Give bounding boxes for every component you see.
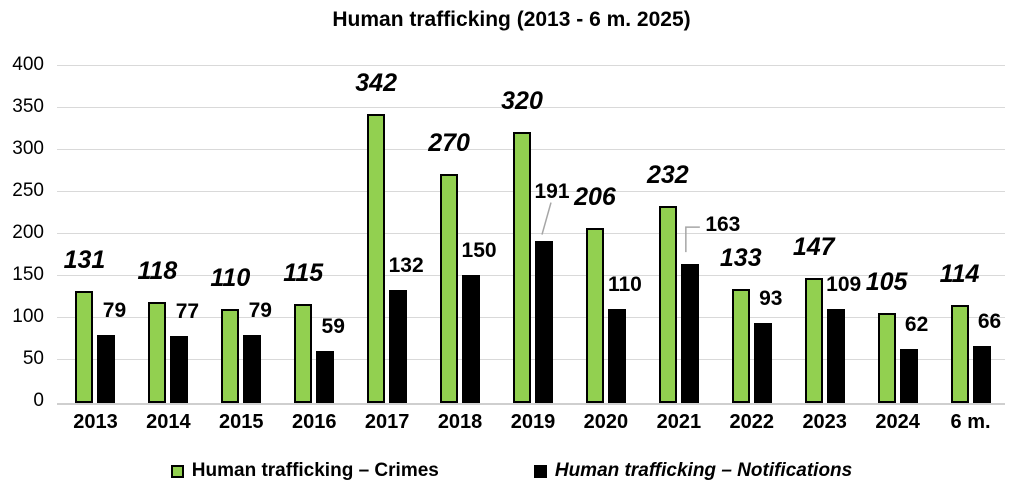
bar-crimes-2023 bbox=[804, 277, 823, 403]
data-label-notifications-2022: 93 bbox=[759, 286, 783, 310]
bar-crimes-2018 bbox=[440, 174, 459, 403]
y-axis-label-150: 150 bbox=[12, 264, 44, 285]
gridline-350 bbox=[57, 107, 1005, 108]
data-label-crimes-2014: 118 bbox=[137, 256, 178, 285]
data-label-notifications-2017: 132 bbox=[388, 254, 424, 278]
x-axis-label-2018: 2018 bbox=[437, 411, 483, 433]
data-label-crimes-2018: 270 bbox=[428, 129, 470, 158]
x-axis-label-2022: 2022 bbox=[729, 411, 775, 433]
y-axis-label-0: 0 bbox=[33, 390, 44, 411]
y-axis-label-200: 200 bbox=[12, 222, 44, 243]
data-label-crimes-2017: 342 bbox=[355, 68, 397, 97]
data-label-crimes-2022: 133 bbox=[719, 244, 762, 273]
notifications-legend-swatch-icon bbox=[533, 464, 547, 478]
bar-notifications-2020 bbox=[607, 308, 626, 403]
bar-notifications-2013 bbox=[97, 334, 116, 403]
bar-notifications-2014 bbox=[170, 336, 189, 403]
bar-crimes-2014 bbox=[148, 301, 167, 403]
bar-notifications-2021 bbox=[680, 264, 699, 403]
gridline-100 bbox=[57, 317, 1005, 318]
legend-label-notifications: Human trafficking – Notifications bbox=[554, 460, 853, 481]
data-label-notifications-2016: 59 bbox=[321, 315, 345, 339]
x-axis-label-2020: 2020 bbox=[583, 411, 629, 433]
bar-crimes-2024 bbox=[877, 312, 896, 403]
data-label-notifications-2018: 150 bbox=[461, 239, 497, 262]
data-label-notifications-2019: 191 bbox=[534, 179, 570, 203]
bar-crimes-2015 bbox=[221, 308, 240, 403]
data-label-crimes-2024: 105 bbox=[865, 267, 908, 296]
bar-notifications-6 m. bbox=[972, 345, 991, 403]
data-label-notifications-2013: 79 bbox=[102, 298, 127, 322]
x-axis-label-2023: 2023 bbox=[802, 411, 847, 433]
x-axis-label-2024: 2024 bbox=[875, 411, 920, 433]
x-axis-label-2014: 2014 bbox=[146, 411, 191, 433]
x-axis-label-2021: 2021 bbox=[656, 411, 702, 433]
crimes-legend-swatch-icon bbox=[170, 464, 184, 478]
bar-crimes-6 m. bbox=[950, 305, 969, 403]
x-axis-label-2013: 2013 bbox=[73, 411, 118, 433]
bar-notifications-2017 bbox=[389, 290, 408, 403]
data-label-notifications-6 m.: 66 bbox=[977, 309, 1002, 333]
bar-crimes-2021 bbox=[658, 206, 677, 403]
bar-notifications-2022 bbox=[753, 322, 772, 403]
data-label-notifications-2024: 62 bbox=[904, 312, 929, 336]
data-label-crimes-2016: 115 bbox=[283, 259, 324, 288]
data-label-crimes-2015: 110 bbox=[210, 263, 251, 292]
legend: Human trafficking – Crimes Human traffic… bbox=[0, 460, 1023, 482]
y-axis-label-250: 250 bbox=[12, 180, 44, 201]
bar-crimes-2022 bbox=[731, 289, 750, 403]
x-axis-label-2019: 2019 bbox=[510, 411, 556, 433]
x-axis-label-2015: 2015 bbox=[219, 411, 264, 433]
gridline-50 bbox=[57, 359, 1005, 360]
y-axis-label-400: 400 bbox=[12, 54, 44, 75]
y-axis-label-350: 350 bbox=[12, 96, 44, 117]
data-label-notifications-2021: 163 bbox=[705, 213, 741, 237]
x-axis-label-2017: 2017 bbox=[364, 411, 410, 433]
x-axis-label-2016: 2016 bbox=[291, 411, 337, 433]
gridline-300 bbox=[57, 149, 1005, 150]
data-label-crimes-2019: 320 bbox=[501, 87, 543, 116]
data-label-notifications-2015: 79 bbox=[248, 298, 272, 322]
x-axis-label-6 m.: 6 m. bbox=[950, 411, 991, 433]
data-label-crimes-6 m.: 114 bbox=[939, 260, 980, 289]
gridline-200 bbox=[57, 233, 1005, 234]
data-label-notifications-2014: 77 bbox=[175, 300, 200, 324]
data-label-crimes-2021: 232 bbox=[646, 161, 689, 190]
legend-label-crimes: Human trafficking – Crimes bbox=[191, 460, 439, 481]
chart-title: Human trafficking (2013 - 6 m. 2025) bbox=[332, 8, 691, 31]
x-axis-line bbox=[57, 403, 1005, 405]
legend-item-notifications: Human trafficking – Notifications bbox=[533, 460, 853, 482]
bar-notifications-2024 bbox=[899, 348, 918, 403]
data-label-crimes-2013: 131 bbox=[63, 245, 106, 274]
data-label-notifications-2020: 110 bbox=[607, 272, 642, 296]
data-label-crimes-2023: 147 bbox=[792, 232, 835, 261]
y-axis-label-100: 100 bbox=[12, 306, 44, 327]
bar-notifications-2019 bbox=[535, 240, 553, 403]
y-axis-label-300: 300 bbox=[12, 138, 44, 159]
gridline-250 bbox=[57, 191, 1005, 192]
gridline-400 bbox=[57, 65, 1005, 66]
bar-notifications-2015 bbox=[243, 334, 262, 403]
bar-crimes-2020 bbox=[585, 227, 604, 403]
bar-notifications-2018 bbox=[462, 275, 481, 403]
y-axis-label-50: 50 bbox=[22, 348, 44, 369]
bar-notifications-2016 bbox=[316, 351, 335, 403]
bar-notifications-2023 bbox=[826, 309, 845, 403]
data-label-notifications-2023: 109 bbox=[826, 273, 862, 297]
bar-crimes-2013 bbox=[75, 290, 94, 403]
bar-crimes-2016 bbox=[294, 304, 313, 403]
gridline-150 bbox=[57, 275, 1005, 276]
bar-crimes-2019 bbox=[513, 132, 531, 403]
legend-item-crimes: Human trafficking – Crimes bbox=[170, 460, 439, 482]
bar-crimes-2017 bbox=[367, 113, 386, 403]
data-label-crimes-2020: 206 bbox=[574, 182, 616, 211]
